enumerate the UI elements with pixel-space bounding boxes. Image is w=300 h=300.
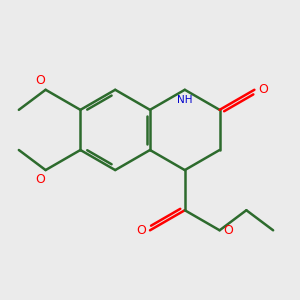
Text: NH: NH	[177, 95, 193, 105]
Text: O: O	[36, 74, 46, 87]
Text: O: O	[258, 83, 268, 96]
Text: O: O	[224, 224, 233, 237]
Text: O: O	[136, 224, 146, 237]
Text: O: O	[36, 173, 46, 186]
